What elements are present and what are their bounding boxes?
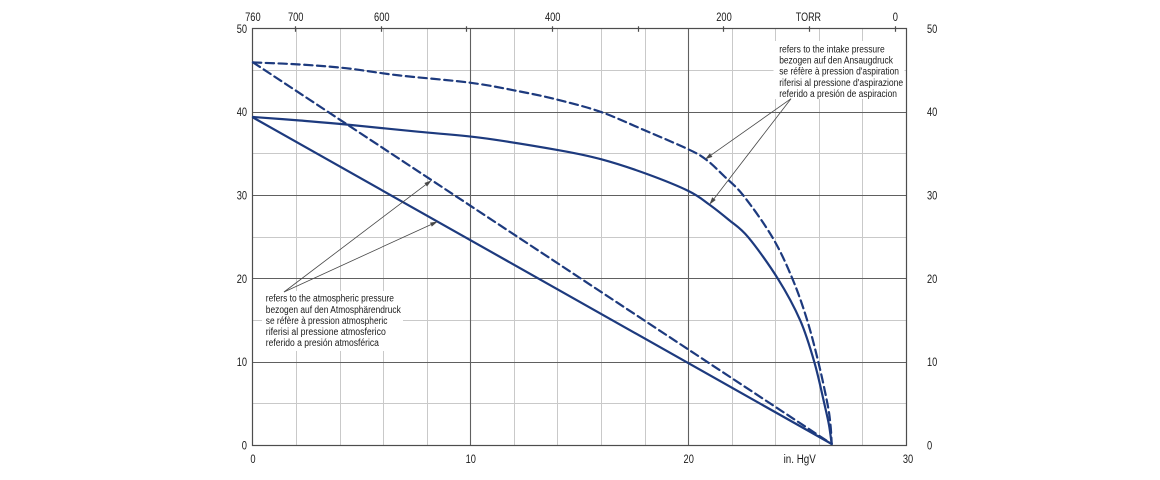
svg-text:50: 50 xyxy=(927,24,937,36)
svg-text:bezogen auf den Atmosphärendru: bezogen auf den Atmosphärendruck xyxy=(266,305,401,316)
svg-text:20: 20 xyxy=(927,274,937,286)
svg-text:se réfère à pression atmospher: se réfère à pression atmospheric xyxy=(266,316,388,327)
svg-text:bezogen auf den Ansaugdruck: bezogen auf den Ansaugdruck xyxy=(779,56,893,67)
svg-text:in. HgV: in. HgV xyxy=(784,454,816,466)
svg-text:40: 40 xyxy=(237,107,247,119)
svg-text:TORR: TORR xyxy=(796,12,821,24)
svg-text:referido a presión atmosférica: referido a presión atmosférica xyxy=(266,338,380,349)
svg-text:40: 40 xyxy=(927,107,937,119)
svg-text:0: 0 xyxy=(927,440,932,452)
svg-text:30: 30 xyxy=(927,191,937,203)
svg-text:0: 0 xyxy=(250,454,255,466)
svg-text:200: 200 xyxy=(716,12,732,24)
svg-text:refers to the intake pressure: refers to the intake pressure xyxy=(779,45,885,56)
svg-text:10: 10 xyxy=(927,357,937,369)
svg-text:10: 10 xyxy=(237,357,247,369)
svg-text:700: 700 xyxy=(288,12,304,24)
svg-text:30: 30 xyxy=(237,191,247,203)
svg-text:600: 600 xyxy=(374,12,390,24)
svg-text:refers to the atmospheric pres: refers to the atmospheric pressure xyxy=(266,294,394,305)
svg-text:0: 0 xyxy=(893,12,898,24)
svg-text:30: 30 xyxy=(903,454,913,466)
svg-text:se réfère à pression d'aspirat: se réfère à pression d'aspiration xyxy=(779,67,899,78)
svg-text:760: 760 xyxy=(245,12,261,24)
svg-text:10: 10 xyxy=(466,454,476,466)
svg-text:20: 20 xyxy=(684,454,694,466)
svg-text:0: 0 xyxy=(242,440,247,452)
svg-text:20: 20 xyxy=(237,274,247,286)
svg-text:50: 50 xyxy=(237,24,247,36)
svg-text:referido a presión de aspiraci: referido a presión de aspiracion xyxy=(779,89,897,100)
svg-text:riferisi al pressione atmosfer: riferisi al pressione atmosferico xyxy=(266,327,386,338)
svg-text:400: 400 xyxy=(545,12,561,24)
svg-text:riferisi al pressione d'aspira: riferisi al pressione d'aspirazione xyxy=(779,78,903,89)
